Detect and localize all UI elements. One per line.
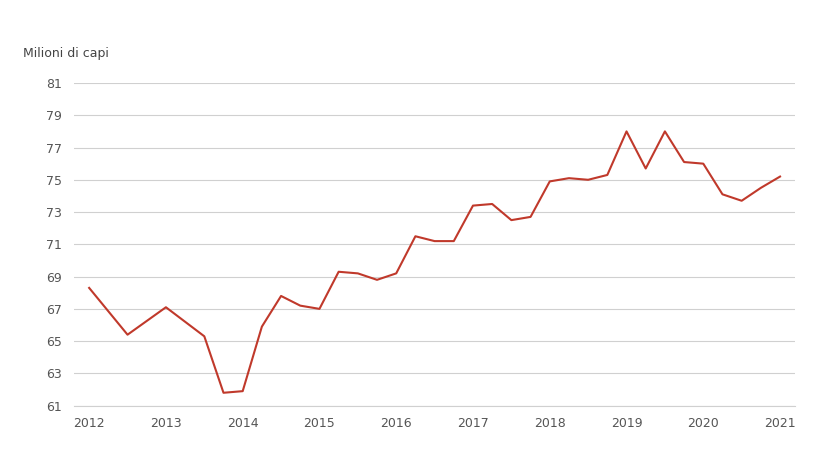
Text: Milioni di capi: Milioni di capi xyxy=(23,47,109,60)
